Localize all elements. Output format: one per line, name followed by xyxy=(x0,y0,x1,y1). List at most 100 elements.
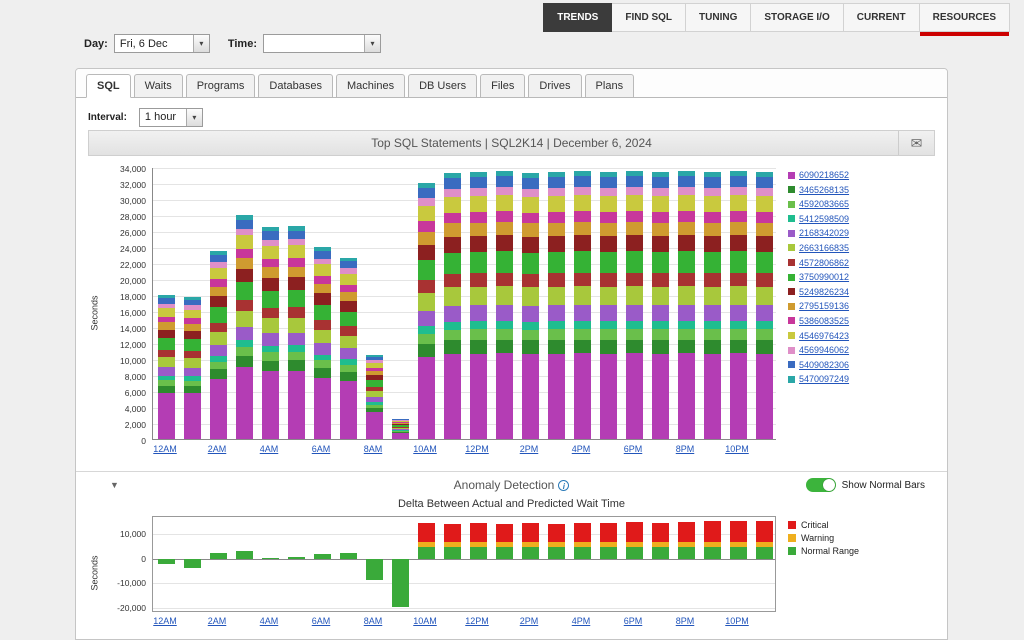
anomaly-bar-12pm[interactable] xyxy=(469,546,487,559)
anomaly-bar-4pm[interactable] xyxy=(573,541,591,547)
sql-stacked-bar-10am[interactable] xyxy=(417,183,435,439)
envelope-icon[interactable]: ✉ xyxy=(898,131,934,155)
anomaly-bar-7pm[interactable] xyxy=(651,541,669,547)
legend-item[interactable]: 4546976423 xyxy=(788,331,849,341)
legend-item[interactable]: 5386083525 xyxy=(788,316,849,326)
nav-tab-trends[interactable]: TRENDS xyxy=(543,3,613,32)
nav-tab-storage-i-o[interactable]: STORAGE I/O xyxy=(751,3,844,32)
x-tick-link-10pm[interactable]: 10PM xyxy=(725,616,749,626)
anomaly-bar-10pm[interactable] xyxy=(729,546,747,559)
anomaly-bar-6pm[interactable] xyxy=(625,521,643,542)
legend-item[interactable]: 4572806862 xyxy=(788,258,849,268)
anomaly-bar-3pm[interactable] xyxy=(547,524,565,542)
x-tick-link-8am[interactable]: 8AM xyxy=(363,616,383,626)
sql-stacked-bar-7am[interactable] xyxy=(339,257,357,439)
legend-item[interactable]: 3750990012 xyxy=(788,272,849,282)
nav-tab-find-sql[interactable]: FIND SQL xyxy=(612,3,687,32)
sql-stacked-bar-7pm[interactable] xyxy=(651,171,669,439)
tab-machines[interactable]: Machines xyxy=(336,74,406,98)
nav-tab-current[interactable]: CURRENT xyxy=(843,3,920,32)
toggle-pill[interactable] xyxy=(805,478,836,492)
x-tick-link-8am[interactable]: 8AM xyxy=(363,444,383,454)
x-tick-link-6pm[interactable]: 6PM xyxy=(623,616,643,626)
sql-stacked-bar-3pm[interactable] xyxy=(547,171,565,439)
x-tick-link-8pm[interactable]: 8PM xyxy=(675,616,695,626)
anomaly-bar-8am[interactable] xyxy=(365,558,383,580)
x-tick-link-8pm[interactable]: 8PM xyxy=(675,444,695,454)
anomaly-bar-6am[interactable] xyxy=(313,554,331,559)
anomaly-bar-9pm[interactable] xyxy=(703,541,721,547)
nav-tab-tuning[interactable]: TUNING xyxy=(686,3,752,32)
anomaly-bar-12pm[interactable] xyxy=(469,523,487,542)
sql-stacked-bar-6am[interactable] xyxy=(313,247,331,439)
legend-item[interactable]: 4592083665 xyxy=(788,199,849,209)
x-tick-link-10am[interactable]: 10AM xyxy=(413,616,437,626)
sql-stacked-bar-4pm[interactable] xyxy=(573,171,591,439)
legend-item[interactable]: 5470097249 xyxy=(788,374,849,384)
anomaly-bar-6pm[interactable] xyxy=(625,541,643,547)
anomaly-bar-9pm[interactable] xyxy=(703,546,721,559)
anomaly-bar-8pm[interactable] xyxy=(677,546,695,559)
anomaly-bar-11am[interactable] xyxy=(443,524,461,542)
x-tick-link-4pm[interactable]: 4PM xyxy=(571,444,591,454)
anomaly-bar-4pm[interactable] xyxy=(573,523,591,542)
sql-stacked-bar-9pm[interactable] xyxy=(703,171,721,439)
sql-stacked-bar-1am[interactable] xyxy=(183,296,201,439)
sql-stacked-bar-5pm[interactable] xyxy=(599,171,617,439)
anomaly-bar-9am[interactable] xyxy=(391,558,409,607)
anomaly-bar-2pm[interactable] xyxy=(521,523,539,542)
anomaly-bar-3pm[interactable] xyxy=(547,541,565,547)
anomaly-bar-5pm[interactable] xyxy=(599,523,617,542)
sql-stacked-bar-3am[interactable] xyxy=(235,215,253,439)
anomaly-bar-11am[interactable] xyxy=(443,546,461,559)
legend-item[interactable]: 2168342029 xyxy=(788,228,849,238)
anomaly-bar-5pm[interactable] xyxy=(599,546,617,559)
legend-item[interactable]: 3465268135 xyxy=(788,185,849,195)
legend-item[interactable]: 2795159136 xyxy=(788,301,849,311)
sql-stacked-bar-2pm[interactable] xyxy=(521,172,539,439)
tab-waits[interactable]: Waits xyxy=(133,74,183,98)
sql-stacked-bar-5am[interactable] xyxy=(287,226,305,439)
anomaly-bar-5pm[interactable] xyxy=(599,541,617,547)
anomaly-bar-6pm[interactable] xyxy=(625,546,643,559)
legend-item[interactable]: 5412598509 xyxy=(788,214,849,224)
x-tick-link-2pm[interactable]: 2PM xyxy=(519,444,539,454)
anomaly-bar-3am[interactable] xyxy=(235,550,253,559)
anomaly-bar-7pm[interactable] xyxy=(651,523,669,542)
anomaly-bar-1pm[interactable] xyxy=(495,546,513,559)
x-tick-link-6am[interactable]: 6AM xyxy=(311,616,331,626)
tab-db-users[interactable]: DB Users xyxy=(408,74,478,98)
info-icon[interactable]: i xyxy=(558,479,570,491)
time-select[interactable]: ▾ xyxy=(262,34,381,53)
x-tick-link-4pm[interactable]: 4PM xyxy=(571,616,591,626)
anomaly-bar-11pm[interactable] xyxy=(755,541,773,547)
show-normal-bars-toggle[interactable]: Show Normal Bars xyxy=(805,478,925,492)
x-tick-link-4am[interactable]: 4AM xyxy=(259,616,279,626)
anomaly-bar-7am[interactable] xyxy=(339,553,357,559)
anomaly-bar-7pm[interactable] xyxy=(651,546,669,559)
sql-stacked-bar-12pm[interactable] xyxy=(469,171,487,439)
legend-item[interactable]: 5409082306 xyxy=(788,360,849,370)
sql-stacked-bar-8am[interactable] xyxy=(365,355,383,439)
x-tick-link-12pm[interactable]: 12PM xyxy=(465,444,489,454)
sql-stacked-bar-12am[interactable] xyxy=(157,295,175,439)
anomaly-bar-10am[interactable] xyxy=(417,523,435,542)
anomaly-bar-1am[interactable] xyxy=(183,558,201,569)
anomaly-bar-2pm[interactable] xyxy=(521,541,539,547)
sql-stacked-bar-4am[interactable] xyxy=(261,227,279,439)
anomaly-bar-10am[interactable] xyxy=(417,541,435,547)
anomaly-bar-3pm[interactable] xyxy=(547,546,565,559)
legend-item[interactable]: 5249826234 xyxy=(788,287,849,297)
anomaly-bar-2am[interactable] xyxy=(209,553,227,559)
legend-item[interactable]: 2663166835 xyxy=(788,243,849,253)
x-tick-link-10pm[interactable]: 10PM xyxy=(725,444,749,454)
x-tick-link-2am[interactable]: 2AM xyxy=(207,444,227,454)
anomaly-bar-11am[interactable] xyxy=(443,541,461,547)
sql-stacked-bar-9am[interactable] xyxy=(391,419,409,439)
anomaly-bar-1pm[interactable] xyxy=(495,541,513,547)
anomaly-bar-10pm[interactable] xyxy=(729,541,747,547)
collapse-arrow-icon[interactable]: ▼ xyxy=(110,480,119,490)
tab-programs[interactable]: Programs xyxy=(185,74,256,98)
x-tick-link-10am[interactable]: 10AM xyxy=(413,444,437,454)
sql-stacked-bar-1pm[interactable] xyxy=(495,171,513,439)
